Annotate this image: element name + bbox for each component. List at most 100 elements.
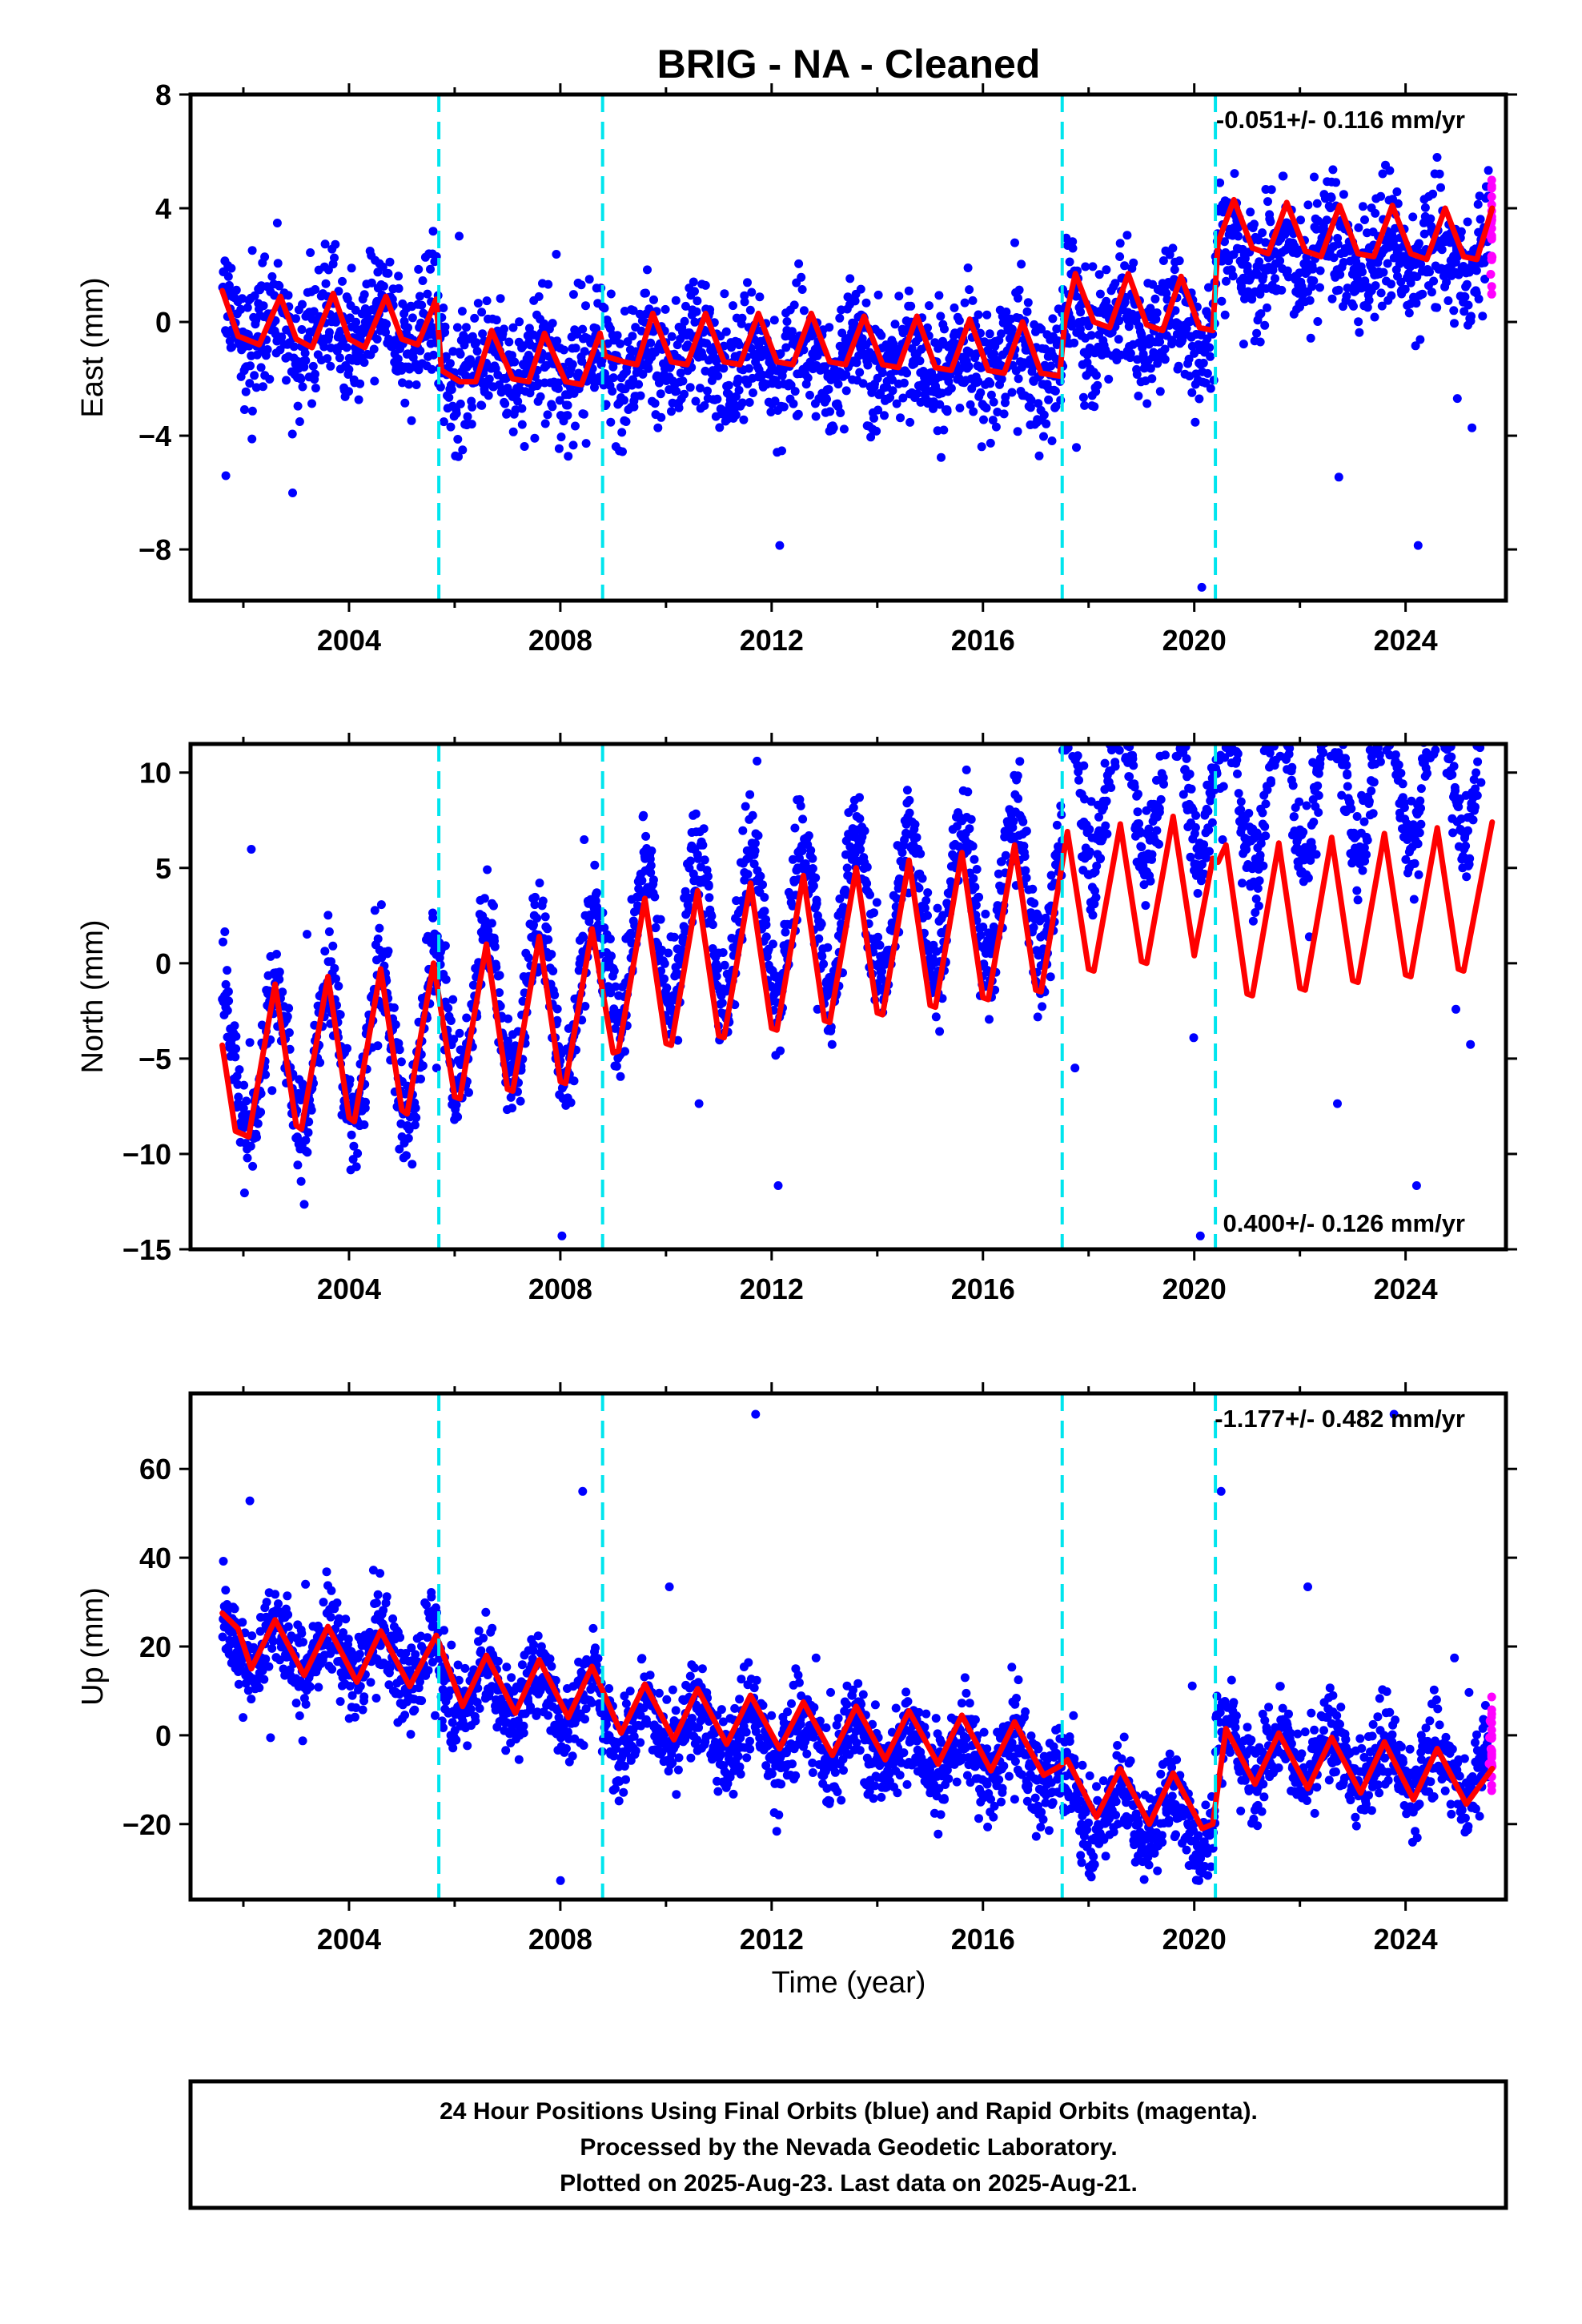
final-orbit-point	[898, 393, 908, 403]
final-orbit-point	[1090, 402, 1099, 412]
final-orbit-point	[817, 951, 827, 961]
final-orbit-point	[529, 920, 538, 930]
final-orbit-point	[944, 376, 954, 386]
final-orbit-point	[581, 439, 591, 448]
final-orbit-point	[894, 292, 904, 301]
final-orbit-point	[267, 1086, 277, 1096]
final-orbit-point	[925, 301, 934, 311]
final-orbit-point	[1022, 873, 1031, 883]
final-orbit-point	[1290, 242, 1299, 251]
final-orbit-point	[1129, 761, 1138, 770]
final-orbit-point	[924, 947, 934, 956]
final-orbit-point	[223, 987, 233, 996]
final-orbit-point	[954, 842, 964, 851]
final-orbit-point	[860, 826, 869, 835]
y-axis-label-east: East (mm)	[76, 277, 110, 417]
final-orbit-point	[769, 939, 777, 949]
final-orbit-point	[1420, 203, 1430, 212]
final-orbit-point	[790, 823, 800, 833]
final-orbit-point	[1413, 541, 1423, 550]
final-orbit-point	[247, 434, 257, 444]
final-orbit-point	[247, 246, 257, 255]
final-orbit-point	[866, 432, 876, 442]
final-orbit-point	[247, 845, 256, 854]
final-orbit-point	[1046, 361, 1056, 371]
final-orbit-point	[556, 432, 566, 442]
final-orbit-point	[307, 1105, 316, 1115]
final-orbit-point	[580, 347, 589, 356]
final-orbit-point	[439, 417, 448, 427]
final-orbit-point	[965, 824, 974, 834]
final-orbit-point	[1001, 392, 1010, 402]
final-orbit-point	[717, 998, 727, 1007]
final-orbit-point	[1134, 819, 1144, 828]
final-orbit-point	[323, 911, 333, 920]
final-orbit-point	[739, 415, 749, 424]
final-orbit-point	[1026, 355, 1035, 364]
final-orbit-point	[458, 445, 468, 455]
final-orbit-point	[1147, 374, 1157, 384]
final-orbit-point	[1339, 190, 1348, 199]
final-orbit-point	[656, 389, 665, 399]
final-orbit-point	[770, 396, 780, 406]
rapid-orbit-point	[1487, 282, 1496, 292]
final-orbit-point	[962, 765, 971, 774]
final-orbit-point	[404, 1133, 413, 1143]
final-orbit-point	[923, 888, 933, 898]
final-orbit-point	[536, 392, 545, 401]
final-orbit-point	[808, 854, 817, 863]
final-orbit-point	[906, 301, 916, 311]
final-orbit-point	[913, 389, 922, 399]
final-orbit-point	[256, 1108, 266, 1117]
final-orbit-point	[1392, 187, 1402, 196]
final-orbit-point	[1328, 165, 1338, 175]
final-orbit-point	[696, 384, 705, 393]
final-orbit-point	[472, 347, 482, 356]
final-orbit-point	[238, 294, 247, 304]
final-orbit-point	[304, 1117, 314, 1127]
final-orbit-point	[301, 356, 311, 365]
final-orbit-point	[1114, 335, 1123, 344]
final-orbit-point	[584, 275, 594, 284]
final-orbit-point	[544, 935, 553, 944]
final-orbit-point	[1370, 312, 1379, 322]
final-orbit-point	[946, 384, 956, 393]
final-orbit-point	[734, 340, 744, 350]
final-orbit-point	[344, 387, 353, 396]
final-orbit-point	[1010, 238, 1019, 247]
final-orbit-point	[1378, 169, 1387, 179]
final-orbit-point	[1199, 358, 1208, 368]
final-orbit-point	[965, 285, 974, 295]
final-orbit-point	[1091, 371, 1101, 380]
final-orbit-point	[515, 317, 524, 327]
final-orbit-point	[605, 935, 615, 943]
final-orbit-point	[351, 305, 360, 315]
final-orbit-point	[343, 294, 352, 304]
final-orbit-point	[748, 810, 757, 820]
final-orbit-point	[1341, 754, 1350, 763]
final-orbit-point	[889, 339, 898, 348]
final-orbit-point	[1233, 769, 1242, 778]
final-orbit-point	[267, 271, 277, 281]
final-orbit-point	[315, 1058, 325, 1068]
final-orbit-point	[1343, 770, 1352, 780]
final-orbit-point	[974, 892, 984, 902]
final-orbit-point	[1411, 341, 1420, 351]
final-orbit-point	[324, 927, 334, 936]
final-orbit-point	[641, 831, 651, 841]
final-orbit-point	[428, 913, 438, 923]
final-orbit-point	[877, 368, 887, 377]
final-orbit-point	[917, 874, 927, 883]
final-orbit-point	[231, 1052, 240, 1062]
final-orbit-point	[1155, 337, 1165, 347]
final-orbit-point	[263, 345, 272, 354]
final-orbit-point	[1017, 259, 1026, 269]
final-orbit-point	[794, 259, 804, 268]
final-orbit-point	[554, 444, 564, 453]
final-orbit-point	[1335, 270, 1345, 279]
final-orbit-point	[1354, 223, 1363, 232]
final-orbit-point	[1271, 274, 1279, 283]
final-orbit-point	[590, 383, 599, 392]
final-orbit-point	[250, 291, 259, 300]
